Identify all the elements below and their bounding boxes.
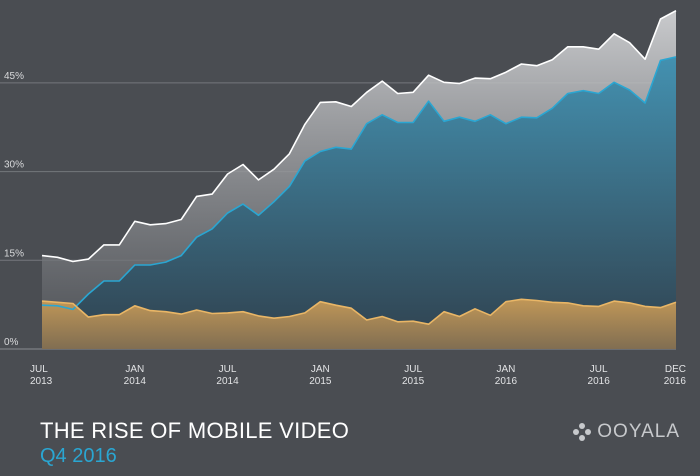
x-tick-label: DEC [665, 364, 686, 375]
line-layer [41, 9, 677, 326]
chart-title: THE RISE OF MOBILE VIDEO [40, 418, 350, 443]
x-tick-label: JUL [404, 364, 422, 375]
x-tick-label: JAN [496, 364, 515, 375]
x-tick-label: 2014 [216, 376, 239, 387]
white-series-line [41, 9, 677, 263]
x-tick-label: 2014 [124, 376, 147, 387]
x-tick-label: JAN [311, 364, 330, 375]
x-tick-label: 2016 [495, 376, 518, 387]
orange-series-area [42, 299, 676, 349]
area-layer [42, 10, 676, 350]
y-tick-label: 45% [4, 71, 24, 82]
x-tick-label: JUL [590, 364, 608, 375]
y-tick-label: 15% [4, 248, 24, 259]
x-tick-label: JAN [125, 364, 144, 375]
x-tick-label: 2013 [30, 376, 53, 387]
brand-name: OOYALA [597, 421, 680, 442]
orange-series-line [41, 298, 677, 326]
blue-series-area [42, 56, 676, 350]
ooyala-dots-icon [573, 423, 592, 441]
brand-logo: OOYALA [573, 421, 680, 443]
x-tick-label: JUL [219, 364, 237, 375]
x-tick-label: 2016 [664, 376, 687, 387]
x-tick-label: JUL [30, 364, 48, 375]
x-tick-label: 2015 [402, 376, 425, 387]
x-tick-label: 2015 [309, 376, 332, 387]
x-tick-label: 2016 [588, 376, 611, 387]
chart-subtitle: Q4 2016 [40, 445, 117, 467]
y-tick-label: 0% [4, 337, 19, 348]
blue-series-line [41, 56, 677, 311]
y-tick-label: 30% [4, 160, 24, 171]
axis-layer: 0%15%30%45%JUL2013JAN2014JUL2014JAN2015J… [4, 71, 686, 387]
